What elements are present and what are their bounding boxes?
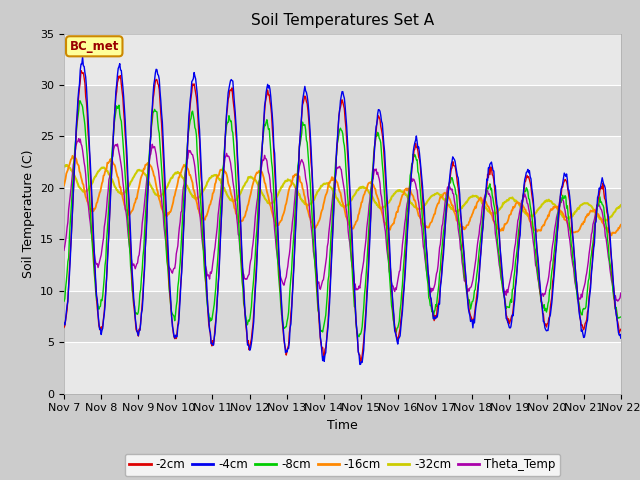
Line: -32cm: -32cm xyxy=(64,165,621,221)
-8cm xyxy=(70,157,78,163)
-32cm xyxy=(601,218,609,224)
Line: -4cm: -4cm xyxy=(64,57,621,364)
-2cm xyxy=(617,326,625,332)
-4cm xyxy=(185,117,193,122)
Text: BC_met: BC_met xyxy=(70,40,119,53)
-32cm xyxy=(214,175,222,181)
-32cm xyxy=(63,162,71,168)
Theta_Temp xyxy=(617,290,625,296)
-8cm xyxy=(355,334,363,339)
-8cm xyxy=(76,98,83,104)
Theta_Temp xyxy=(614,298,621,304)
Bar xyxy=(64,240,621,291)
-16cm xyxy=(128,208,136,214)
-2cm xyxy=(214,282,222,288)
-16cm xyxy=(68,153,76,159)
-4cm xyxy=(412,137,419,143)
Theta_Temp xyxy=(128,262,136,267)
X-axis label: Time: Time xyxy=(327,419,358,432)
-4cm xyxy=(70,173,78,179)
-8cm xyxy=(60,299,68,304)
-16cm xyxy=(185,168,193,174)
-2cm xyxy=(128,278,136,284)
-4cm xyxy=(79,54,86,60)
Line: -2cm: -2cm xyxy=(64,71,621,361)
-16cm xyxy=(71,155,79,160)
Theta_Temp xyxy=(70,158,78,164)
Theta_Temp xyxy=(428,289,435,295)
-2cm xyxy=(356,359,364,364)
-16cm xyxy=(60,182,68,188)
Bar xyxy=(64,188,621,240)
-32cm xyxy=(128,177,136,183)
-16cm xyxy=(411,197,419,203)
Bar xyxy=(64,291,621,342)
-16cm xyxy=(607,232,615,238)
Title: Soil Temperatures Set A: Soil Temperatures Set A xyxy=(251,13,434,28)
-32cm xyxy=(428,193,435,199)
Y-axis label: Soil Temperature (C): Soil Temperature (C) xyxy=(22,149,35,278)
Bar xyxy=(64,34,621,85)
-32cm xyxy=(411,204,419,210)
-2cm xyxy=(60,324,68,330)
Theta_Temp xyxy=(411,179,419,184)
Line: -8cm: -8cm xyxy=(64,101,621,336)
-4cm xyxy=(428,303,436,309)
-32cm xyxy=(71,174,79,180)
-2cm xyxy=(428,303,436,309)
-32cm xyxy=(60,164,68,169)
-4cm xyxy=(356,361,364,367)
-8cm xyxy=(128,288,136,293)
-8cm xyxy=(412,154,419,159)
Theta_Temp xyxy=(214,212,222,217)
-32cm xyxy=(617,203,625,208)
-16cm xyxy=(617,222,625,228)
Bar xyxy=(64,85,621,136)
-8cm xyxy=(428,309,436,315)
-4cm xyxy=(214,283,222,289)
Theta_Temp xyxy=(75,136,83,142)
-2cm xyxy=(412,141,419,146)
Bar xyxy=(64,342,621,394)
-8cm xyxy=(214,250,222,256)
-4cm xyxy=(128,269,136,275)
-2cm xyxy=(185,125,193,131)
-4cm xyxy=(617,336,625,341)
Bar xyxy=(64,136,621,188)
Line: Theta_Temp: Theta_Temp xyxy=(64,139,621,301)
Theta_Temp xyxy=(60,248,68,253)
-16cm xyxy=(214,173,222,179)
-32cm xyxy=(185,186,193,192)
-2cm xyxy=(77,68,85,73)
-2cm xyxy=(70,175,78,181)
-8cm xyxy=(617,314,625,320)
Legend: -2cm, -4cm, -8cm, -16cm, -32cm, Theta_Temp: -2cm, -4cm, -8cm, -16cm, -32cm, Theta_Te… xyxy=(125,454,560,476)
-16cm xyxy=(428,219,435,225)
-4cm xyxy=(60,320,68,326)
Theta_Temp xyxy=(185,147,193,153)
Line: -16cm: -16cm xyxy=(64,156,621,235)
-8cm xyxy=(185,128,193,133)
